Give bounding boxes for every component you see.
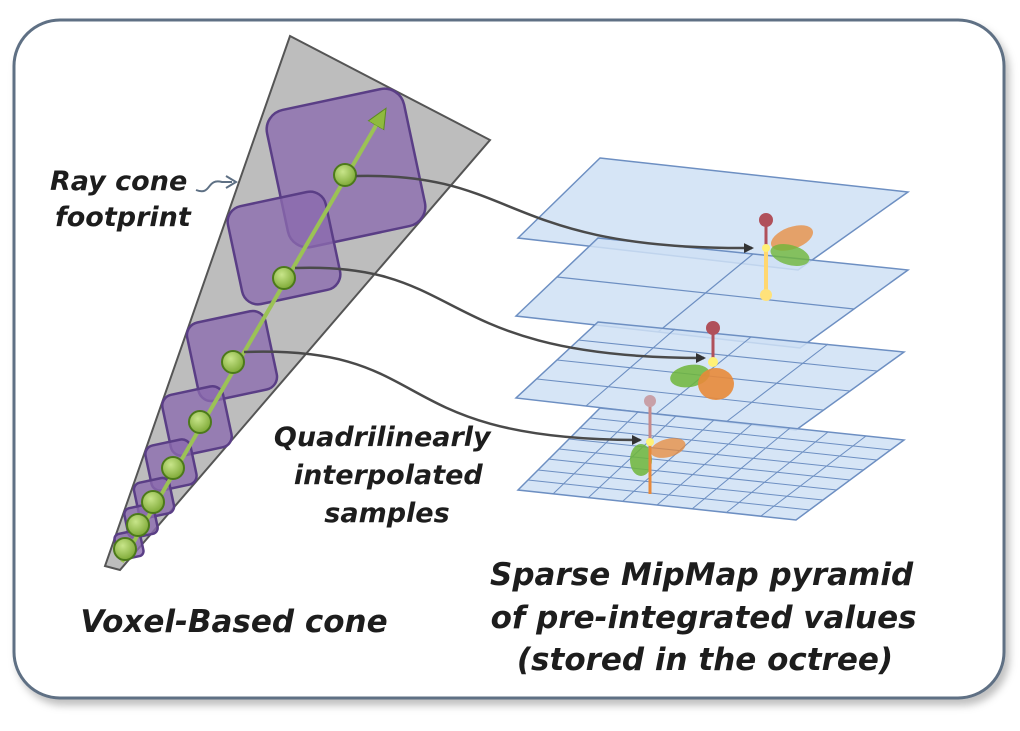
sample-point [113,537,137,561]
mipmap-level-3 [516,407,906,521]
lobe-middle [670,321,734,400]
sample-point [272,266,296,290]
sample-point [126,513,150,537]
voxel [226,190,342,306]
sample-point [333,163,357,187]
label-mipmap: Sparse MipMap pyramid of pre-integrated … [490,557,927,678]
sample-point [188,410,212,434]
lobe-top [759,213,814,301]
sample-arrows [243,174,754,445]
label-mipmap-line-1: Sparse MipMap pyramid [490,557,914,593]
label-ray-cone-line-2: footprint [55,202,192,233]
lobe-bottom [630,395,686,494]
footprint-pointer [195,180,232,193]
label-samples: Quadrilinearly interpolated samples [274,422,500,529]
label-samples-line-3: samples [324,498,449,529]
label-voxel-cone: Voxel-Based cone [80,604,387,640]
label-samples-line-2: interpolated [294,460,484,491]
label-ray-cone-line-1: Ray cone [50,166,187,197]
label-mipmap-line-2: of pre-integrated values [491,600,917,636]
arrow-top [355,174,754,254]
arrow-bottom [243,350,642,445]
sample-point [161,456,185,480]
sample-point [221,350,245,374]
arrow-middle [294,266,706,363]
label-samples-line-1: Quadrilinearly [274,422,492,453]
label-mipmap-line-3: (stored in the octree) [517,642,893,678]
sample-points [113,163,357,561]
sample-point [141,490,165,514]
label-ray-cone-footprint: Ray cone footprint [50,166,197,233]
